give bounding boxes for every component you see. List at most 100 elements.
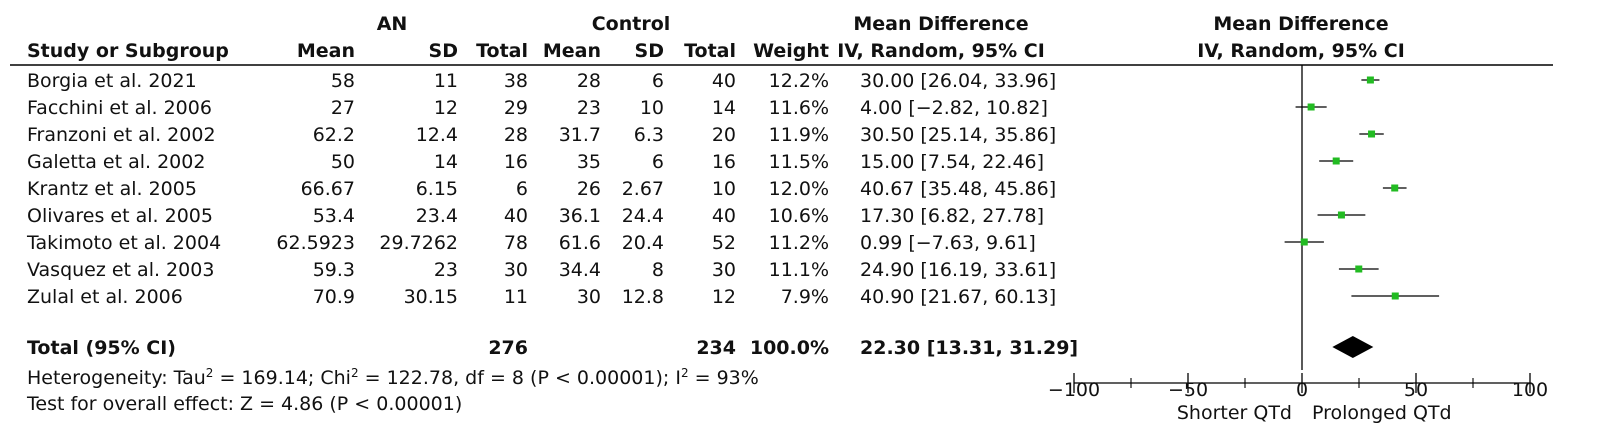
control-sd: 6	[652, 151, 664, 173]
header-control: Control	[592, 13, 671, 35]
col-an-mean-header: Mean	[297, 40, 355, 62]
effect-marker	[1368, 130, 1376, 138]
an-sd: 23	[434, 259, 458, 281]
study-ci: 30.50 [25.14, 35.86]	[860, 124, 1056, 146]
total-weight: 100.0%	[750, 337, 829, 359]
study-name: Krantz et al. 2005	[27, 178, 197, 200]
x-tick-label: −50	[1168, 379, 1208, 401]
study-weight: 12.0%	[769, 178, 829, 200]
study-ci: 30.00 [26.04, 33.96]	[860, 70, 1056, 92]
study-name: Facchini et al. 2006	[27, 97, 212, 119]
control-total: 16	[712, 151, 736, 173]
heterogeneity-text: Heterogeneity: Tau2 = 169.14; Chi2 = 122…	[27, 366, 759, 389]
total-control: 234	[696, 337, 736, 359]
an-sd: 29.7262	[379, 232, 458, 254]
an-total: 16	[504, 151, 528, 173]
control-total: 52	[712, 232, 736, 254]
total-label: Total (95% CI)	[27, 337, 176, 359]
study-name: Franzoni et al. 2002	[27, 124, 216, 146]
study-weight: 12.2%	[769, 70, 829, 92]
effect-marker	[1332, 157, 1340, 165]
col-an-sd-header: SD	[429, 40, 458, 62]
an-total: 6	[516, 178, 528, 200]
control-total: 40	[712, 205, 736, 227]
x-tick-label: 0	[1296, 379, 1308, 401]
an-mean: 27	[331, 97, 355, 119]
an-mean: 53.4	[313, 205, 355, 227]
study-name: Zulal et al. 2006	[27, 286, 183, 308]
control-sd: 20.4	[622, 232, 664, 254]
study-weight: 11.9%	[769, 124, 829, 146]
effect-marker	[1366, 76, 1374, 84]
control-mean: 34.4	[559, 259, 601, 281]
an-sd: 6.15	[416, 178, 458, 200]
an-mean: 50	[331, 151, 355, 173]
col-an-total-header: Total	[476, 40, 528, 62]
an-total: 40	[504, 205, 528, 227]
an-mean: 66.67	[301, 178, 355, 200]
control-sd: 8	[652, 259, 664, 281]
control-mean: 31.7	[559, 124, 601, 146]
favours-left: Shorter QTd	[1177, 402, 1292, 424]
study-ci: 15.00 [7.54, 22.46]	[860, 151, 1044, 173]
effect-marker	[1300, 238, 1308, 246]
study-name: Galetta et al. 2002	[27, 151, 205, 173]
effect-marker	[1355, 265, 1363, 273]
an-sd: 11	[434, 70, 458, 92]
control-mean: 23	[577, 97, 601, 119]
study-ci: 17.30 [6.82, 27.78]	[860, 205, 1044, 227]
effect-marker	[1337, 211, 1345, 219]
an-mean: 62.5923	[276, 232, 355, 254]
control-total: 14	[712, 97, 736, 119]
control-total: 30	[712, 259, 736, 281]
col-control-total-header: Total	[684, 40, 736, 62]
favours-right: Prolonged QTd	[1312, 402, 1452, 424]
an-mean: 58	[331, 70, 355, 92]
study-weight: 10.6%	[769, 205, 829, 227]
col-weight-header: Weight	[753, 40, 829, 62]
effect-marker	[1391, 292, 1399, 300]
col-control-sd-header: SD	[635, 40, 664, 62]
col-ci-header: IV, Random, 95% CI	[837, 40, 1045, 62]
an-mean: 59.3	[313, 259, 355, 281]
control-sd: 6	[652, 70, 664, 92]
an-sd: 14	[434, 151, 458, 173]
study-weight: 7.9%	[781, 286, 829, 308]
x-tick-label: 100	[1512, 379, 1548, 401]
col-control-mean-header: Mean	[543, 40, 601, 62]
control-total: 20	[712, 124, 736, 146]
an-mean: 62.2	[313, 124, 355, 146]
control-mean: 30	[577, 286, 601, 308]
control-sd: 12.8	[622, 286, 664, 308]
an-sd: 30.15	[404, 286, 458, 308]
x-tick-label: −100	[1048, 379, 1100, 401]
header-md-plot: Mean Difference	[1213, 13, 1388, 35]
control-mean: 61.6	[559, 232, 601, 254]
an-mean: 70.9	[313, 286, 355, 308]
control-mean: 26	[577, 178, 601, 200]
control-total: 10	[712, 178, 736, 200]
an-sd: 12.4	[416, 124, 458, 146]
pooled-diamond	[1332, 336, 1374, 358]
study-ci: 4.00 [−2.82, 10.82]	[860, 97, 1048, 119]
an-sd: 12	[434, 97, 458, 119]
study-weight: 11.5%	[769, 151, 829, 173]
an-total: 29	[504, 97, 528, 119]
control-total: 12	[712, 286, 736, 308]
study-name: Borgia et al. 2021	[27, 70, 197, 92]
study-name: Takimoto et al. 2004	[26, 232, 221, 254]
study-ci: 40.90 [21.67, 60.13]	[860, 286, 1056, 308]
an-total: 30	[504, 259, 528, 281]
control-mean: 36.1	[559, 205, 601, 227]
an-total: 78	[504, 232, 528, 254]
overall-effect-text: Test for overall effect: Z = 4.86 (P < 0…	[26, 393, 462, 415]
header-an: AN	[377, 13, 408, 35]
x-tick-label: 50	[1404, 379, 1428, 401]
study-ci: 40.67 [35.48, 45.86]	[860, 178, 1056, 200]
total-ci: 22.30 [13.31, 31.29]	[860, 337, 1078, 359]
effect-marker	[1307, 103, 1315, 111]
study-name: Olivares et al. 2005	[27, 205, 213, 227]
header-md-table: Mean Difference	[853, 13, 1028, 35]
col-study-header: Study or Subgroup	[27, 40, 229, 62]
